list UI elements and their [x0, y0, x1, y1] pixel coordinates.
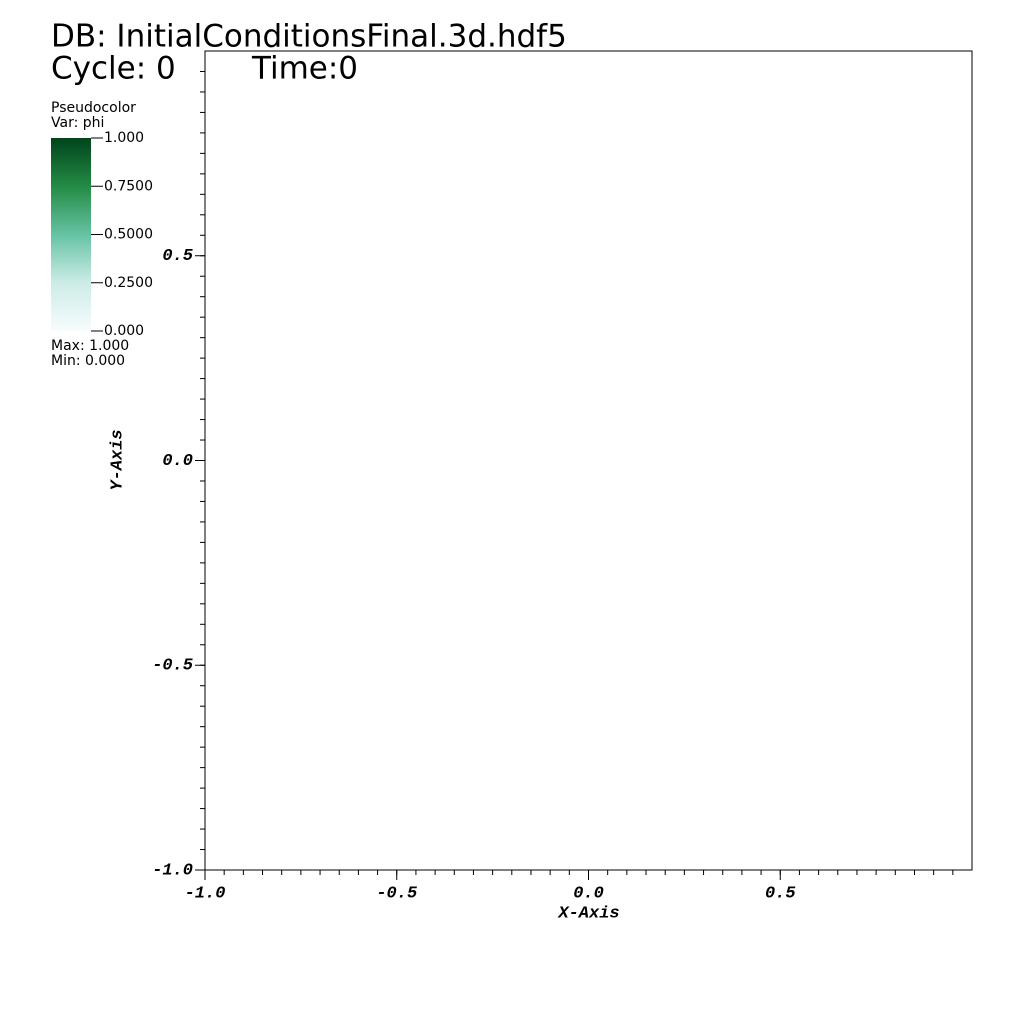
time: Time:0 — [251, 51, 358, 87]
y-tick-label: -1.0 — [152, 861, 193, 880]
legend-min: Min: 0.000 — [51, 353, 125, 369]
x-tick-label: -1.0 — [185, 884, 226, 903]
y-axis-label: Y-Axis — [108, 429, 127, 490]
x-axis-label: X-Axis — [557, 904, 619, 923]
colorbar-tick-label: 0.5000 — [104, 227, 153, 243]
x-tick-label: 0.0 — [573, 884, 604, 903]
colorbar-tick-label: 0.7500 — [104, 178, 153, 194]
y-tick-label: 0.5 — [162, 247, 193, 266]
colorbar — [51, 138, 91, 331]
legend-title: Pseudocolor — [51, 100, 136, 116]
y-tick-label: 0.0 — [162, 452, 193, 471]
colorbar-tick-label: 0.2500 — [104, 275, 153, 291]
chart-title: DB: InitialConditionsFinal.3d.hdf5 — [51, 19, 567, 55]
colorbar-tick-label: 0.000 — [104, 323, 144, 339]
x-tick-label: 0.5 — [765, 884, 796, 903]
y-tick-label: -0.5 — [152, 657, 193, 676]
cycle: Cycle: 0 — [51, 51, 176, 87]
legend-var: Var: phi — [51, 115, 104, 131]
colorbar-tick-label: 1.000 — [104, 130, 144, 146]
plot-frame — [204, 50, 973, 871]
x-tick-label: -0.5 — [376, 884, 417, 903]
legend-max: Max: 1.000 — [51, 338, 129, 354]
